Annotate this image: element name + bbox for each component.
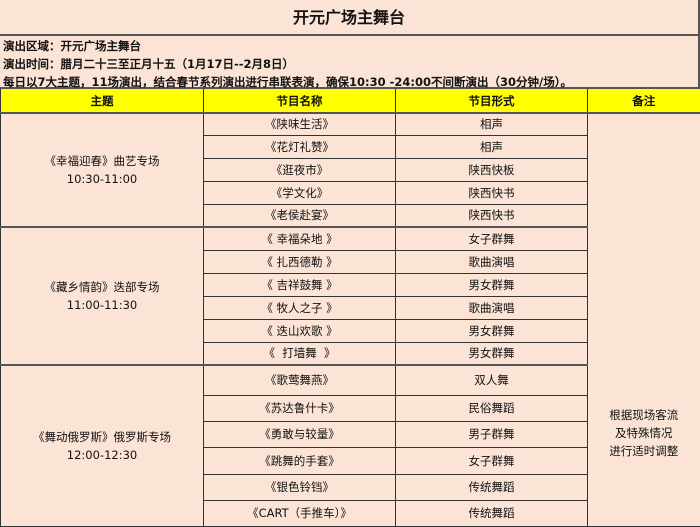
info-block: 演出区域：开元广场主舞台 演出时间：腊月二十三至正月十五（1月17日--2月8日… [0,36,700,87]
program-name: 《老侯赴宴》 [204,204,396,227]
program-name: 《 幸福朵地 》 [204,227,396,250]
program-name: 《花灯礼赞》 [204,135,396,158]
header-theme: 主题 [1,88,204,113]
program-name: 《陕味生活》 [204,113,396,135]
page-title: 开元广场主舞台 [0,0,700,36]
program-form: 男女群舞 [396,342,588,365]
program-form: 陕西快书 [396,204,588,227]
program-name: 《跳舞的手套》 [204,447,396,474]
theme-title: 《幸福迎春》曲艺专场 [1,152,203,170]
program-form: 民俗舞蹈 [396,395,588,421]
theme-title: 《舞动俄罗斯》俄罗斯专场 [1,428,203,446]
program-name: 《 打墙舞 》 [204,342,396,365]
program-name: 《 吉祥鼓舞 》 [204,273,396,296]
program-name: 《 迭山欢歌 》 [204,319,396,342]
program-name: 《CART（手推车）》 [204,500,396,526]
program-form: 男女群舞 [396,319,588,342]
program-form: 男女群舞 [396,273,588,296]
header-note: 备注 [588,88,700,113]
note-line: 进行适时调整 [588,442,700,460]
program-name: 《勇敢与较量》 [204,421,396,447]
program-form: 相声 [396,135,588,158]
program-form: 传统舞蹈 [396,474,588,500]
theme-time: 10:30-11:00 [1,170,203,188]
note-cell: 根据现场客流及特殊情况进行适时调整 [588,113,700,526]
header-row: 主题 节目名称 节目形式 备注 [1,88,700,113]
program-name: 《逛夜市》 [204,158,396,181]
theme-title: 《藏乡情韵》迭部专场 [1,278,203,296]
info-time: 演出时间：腊月二十三至正月十五（1月17日--2月8日） [3,55,695,73]
program-form: 传统舞蹈 [396,500,588,526]
program-name: 《银色铃铛》 [204,474,396,500]
program-name: 《苏达鲁什卡》 [204,395,396,421]
program-form: 女子群舞 [396,227,588,250]
program-form: 双人舞 [396,365,588,395]
program-name: 《学文化》 [204,181,396,204]
program-form: 男子群舞 [396,421,588,447]
note-line: 根据现场客流 [588,406,700,424]
program-name: 《歌莺舞燕》 [204,365,396,395]
program-form: 相声 [396,113,588,135]
header-program-form: 节目形式 [396,88,588,113]
program-name: 《 牧人之子 》 [204,296,396,319]
program-form: 陕西快书 [396,181,588,204]
program-form: 陕西快板 [396,158,588,181]
program-form: 女子群舞 [396,447,588,474]
theme-time: 12:00-12:30 [1,446,203,464]
program-form: 歌曲演唱 [396,250,588,273]
program-form: 歌曲演唱 [396,296,588,319]
program-name: 《 扎西德勒 》 [204,250,396,273]
theme-time: 11:00-11:30 [1,296,203,314]
info-area: 演出区域：开元广场主舞台 [3,37,695,55]
header-program-name: 节目名称 [204,88,396,113]
note-line: 及特殊情况 [588,424,700,442]
